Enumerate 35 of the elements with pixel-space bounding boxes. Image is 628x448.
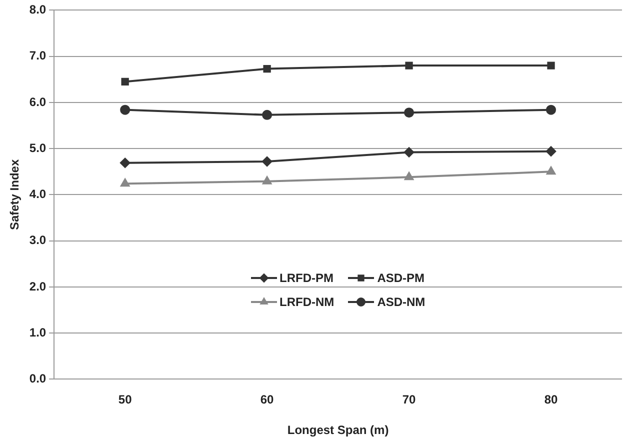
y-tick-label: 4.0 bbox=[29, 187, 46, 202]
x-axis-title: Longest Span (m) bbox=[287, 423, 389, 438]
point bbox=[546, 146, 556, 156]
point bbox=[405, 62, 413, 70]
point bbox=[120, 104, 130, 115]
legend-label: LRFD-NM bbox=[280, 295, 334, 310]
x-tick-label: 60 bbox=[260, 392, 274, 407]
point bbox=[404, 147, 414, 158]
y-tick-label: 6.0 bbox=[29, 94, 46, 109]
point bbox=[120, 178, 130, 187]
point bbox=[262, 156, 272, 166]
point bbox=[120, 158, 130, 168]
legend-label: ASD-PM bbox=[377, 271, 425, 286]
point bbox=[121, 78, 129, 86]
y-tick-label: 1.0 bbox=[29, 325, 46, 340]
y-tick-label: 2.0 bbox=[29, 279, 46, 294]
point bbox=[404, 108, 414, 118]
y-tick-label: 8.0 bbox=[29, 2, 46, 17]
legend-label: ASD-NM bbox=[377, 295, 426, 310]
y-tick-label: 0.0 bbox=[29, 372, 46, 386]
point bbox=[262, 176, 272, 184]
x-tick-label: 80 bbox=[544, 392, 558, 407]
point bbox=[547, 62, 555, 70]
point bbox=[546, 104, 556, 115]
point bbox=[404, 172, 414, 180]
y-tick-label: 5.0 bbox=[29, 140, 46, 155]
y-axis-title: Safety Index bbox=[8, 159, 22, 230]
point bbox=[546, 166, 556, 175]
x-tick-label: 50 bbox=[118, 392, 132, 407]
legend-label: LRFD-PM bbox=[280, 271, 334, 286]
x-tick-label: 70 bbox=[402, 392, 416, 407]
point bbox=[262, 110, 272, 120]
y-tick-label: 3.0 bbox=[29, 233, 46, 248]
y-tick-label: 7.0 bbox=[29, 48, 46, 63]
point bbox=[263, 64, 271, 73]
